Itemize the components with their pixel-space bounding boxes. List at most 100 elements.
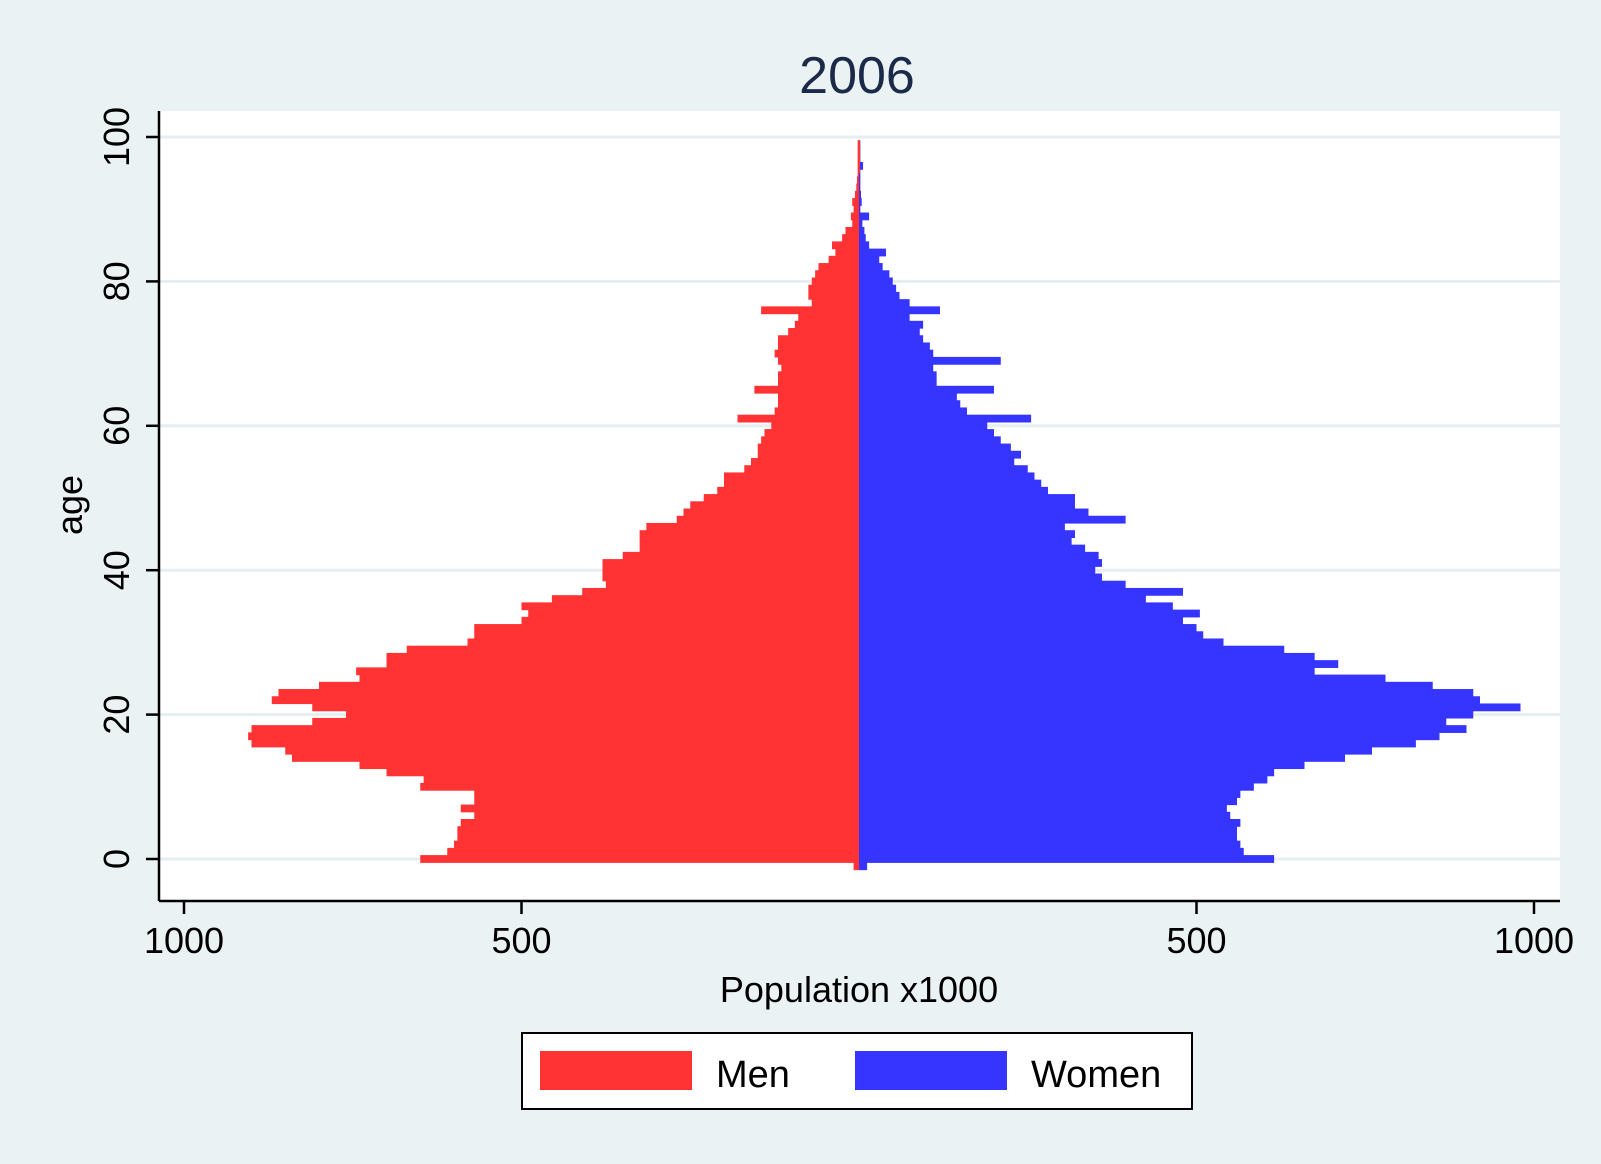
y-tick-label: 0	[96, 849, 137, 869]
bar-women	[859, 378, 937, 387]
bar-women	[859, 385, 994, 394]
bar-men	[724, 479, 859, 488]
bar-women	[859, 840, 1241, 849]
bar-women	[859, 696, 1480, 705]
bar-women	[859, 739, 1416, 748]
bar-men	[852, 198, 859, 206]
bar-women	[859, 349, 934, 358]
bar-men	[521, 616, 859, 625]
bar-women	[859, 263, 883, 271]
bar-men	[856, 176, 859, 185]
bar-women	[859, 790, 1241, 798]
bar-men	[386, 652, 859, 661]
bar-women	[859, 703, 1521, 712]
legend-label-women: Women	[1031, 1054, 1161, 1096]
y-ticks: 0 20 40 60 80 100	[96, 107, 159, 869]
bar-men	[474, 624, 859, 632]
bar-men	[622, 551, 859, 560]
bar-women	[859, 544, 1086, 553]
bar-men	[457, 826, 859, 835]
bar-women	[859, 566, 1096, 575]
bar-women	[859, 573, 1102, 582]
bar-men	[815, 270, 859, 279]
bar-men	[639, 544, 859, 553]
bar-men	[605, 580, 859, 589]
bar-men	[798, 313, 859, 322]
bar-women	[859, 515, 1126, 524]
bar-men	[835, 248, 859, 257]
bar-men	[639, 537, 859, 546]
bar-men	[602, 573, 859, 582]
bar-women	[859, 299, 910, 307]
y-tick-label: 100	[96, 107, 137, 167]
bar-women	[859, 205, 861, 214]
bar-women	[859, 494, 1075, 502]
bar-men	[794, 320, 859, 329]
y-tick-label: 60	[96, 406, 137, 446]
bar-men	[774, 407, 859, 416]
bar-men	[778, 356, 859, 365]
bar-men	[271, 696, 859, 705]
bar-men	[853, 862, 859, 871]
bar-women	[859, 847, 1244, 856]
bar-men	[811, 277, 859, 286]
bar-men	[359, 674, 859, 683]
bar-men	[474, 811, 859, 820]
x-tick-label: 500	[491, 920, 551, 961]
bar-women	[859, 580, 1126, 589]
bar-men	[386, 768, 859, 777]
bar-women	[859, 530, 1075, 539]
bar-men	[778, 342, 859, 351]
bar-women	[859, 407, 967, 416]
bar-women	[859, 479, 1042, 488]
bar-men	[703, 494, 859, 502]
bar-men	[602, 566, 859, 575]
bar-men	[853, 205, 859, 214]
bar-women	[859, 443, 1011, 452]
bar-men	[854, 190, 859, 199]
bar-women	[859, 782, 1254, 791]
bar-women	[859, 421, 988, 430]
bar-men	[676, 515, 859, 524]
bar-women	[859, 660, 1339, 668]
bar-women	[859, 501, 1075, 510]
bar-men	[460, 818, 859, 827]
bar-women	[859, 284, 897, 293]
bar-men	[744, 465, 859, 474]
bar-men	[312, 717, 859, 726]
bar-women	[859, 313, 910, 322]
bar-women	[859, 190, 862, 199]
bar-women	[859, 559, 1102, 567]
bar-women	[859, 609, 1200, 618]
bar-women	[859, 176, 861, 185]
bar-women	[859, 508, 1089, 517]
bar-men	[761, 436, 859, 445]
bar-women	[859, 710, 1474, 719]
bar-women	[859, 674, 1386, 683]
bar-women	[859, 761, 1305, 770]
bar-men	[319, 681, 859, 690]
bar-women	[859, 717, 1447, 726]
bar-men	[778, 335, 859, 344]
bar-men	[646, 522, 859, 531]
legend-swatch-men	[540, 1051, 692, 1090]
bar-men	[285, 746, 859, 755]
bar-men	[808, 284, 859, 293]
bar-women	[859, 754, 1345, 762]
bar-women	[859, 306, 940, 315]
bar-men	[788, 328, 859, 336]
bar-men	[832, 241, 859, 250]
bar-men	[521, 602, 859, 611]
bar-men	[292, 754, 859, 762]
x-axis-title: Population x1000	[720, 969, 998, 1010]
bar-men	[778, 393, 859, 401]
y-tick-label: 20	[96, 695, 137, 735]
bar-women	[859, 595, 1146, 603]
bar-men	[737, 414, 859, 423]
bar-women	[859, 725, 1467, 733]
bar-women	[859, 689, 1474, 697]
bar-women	[859, 198, 862, 206]
legend: Men Women	[521, 1032, 1193, 1110]
bar-women	[859, 429, 994, 437]
